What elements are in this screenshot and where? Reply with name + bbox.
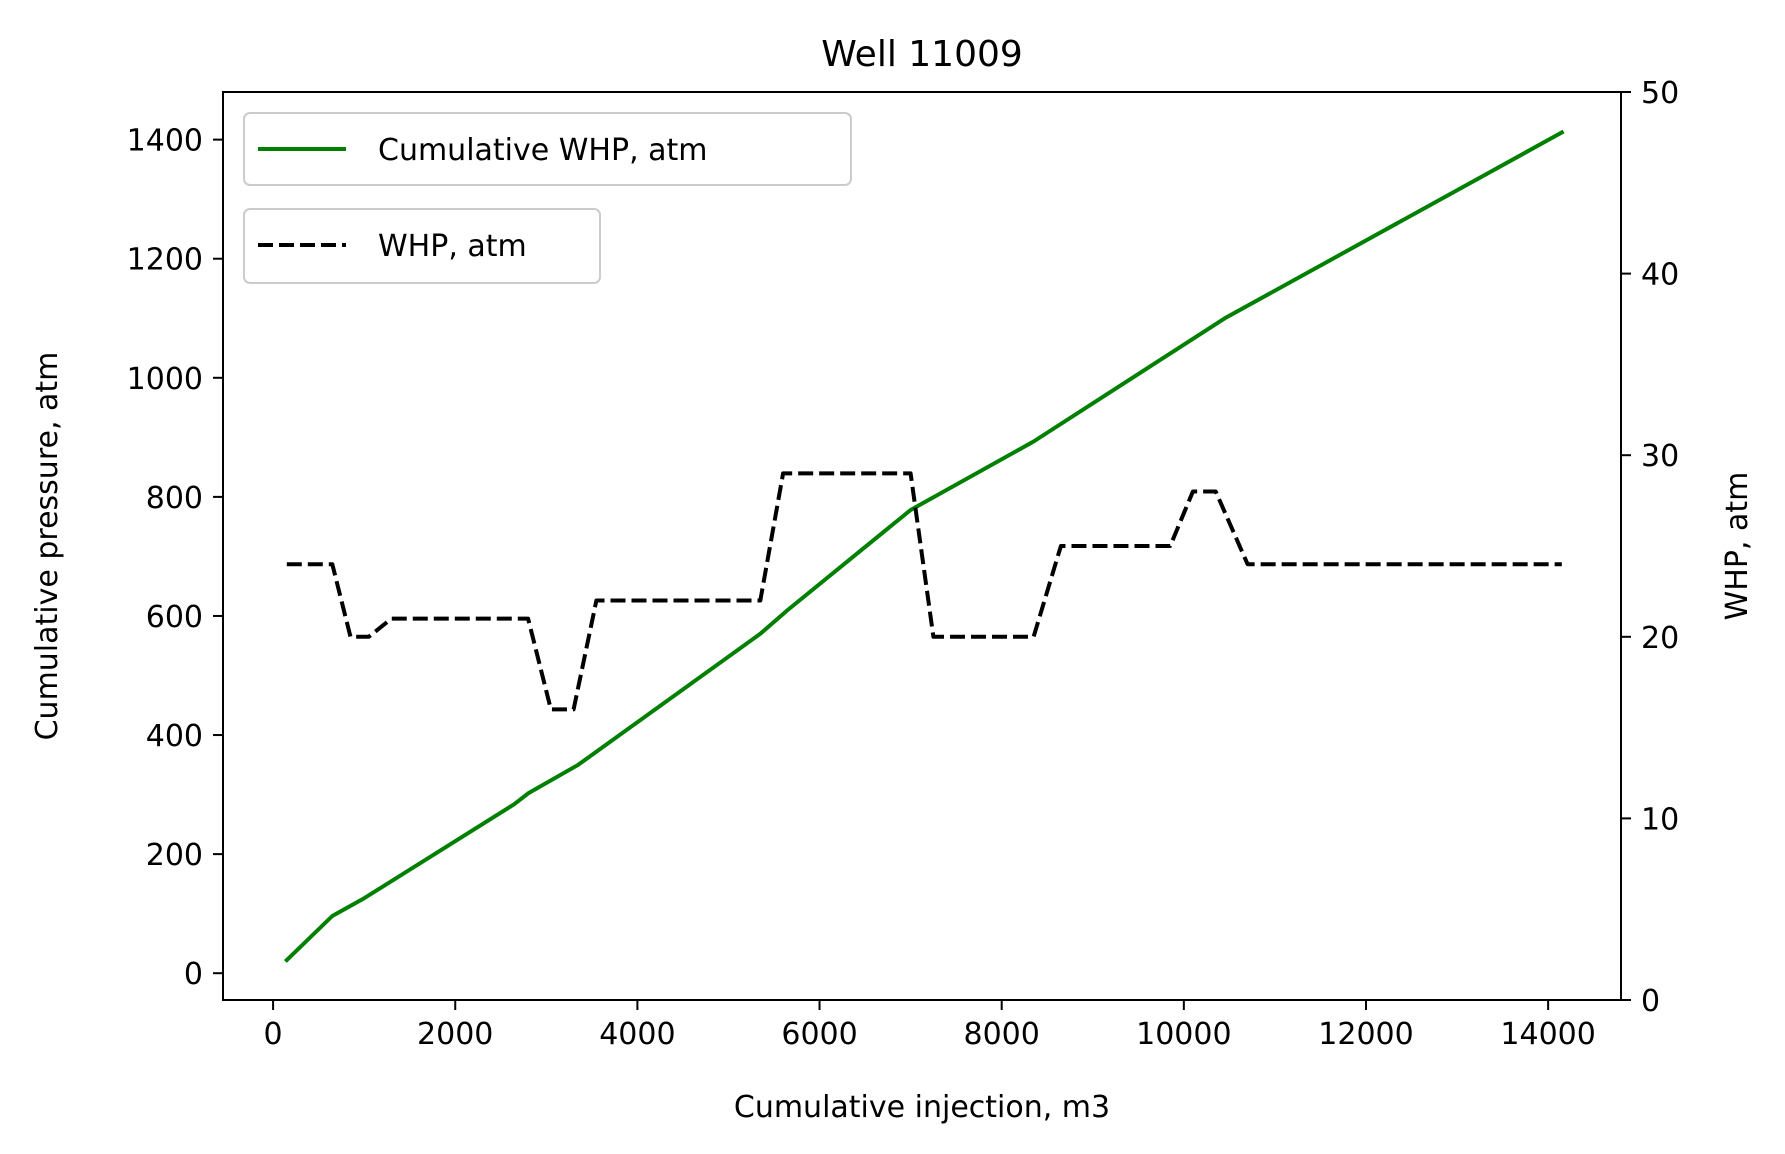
legend: Cumulative WHP, atm WHP, atm [243, 112, 852, 284]
x-tick-label: 12000 [1318, 1017, 1413, 1052]
y-tick-label: 1400 [127, 124, 203, 159]
y-tick-label: 1000 [127, 362, 203, 397]
y2-axis-label: WHP, atm [1720, 472, 1755, 621]
y2-tick-label: 40 [1641, 258, 1679, 293]
y-axis-right: 0 10 20 30 40 50 [1621, 76, 1679, 1019]
x-tick-label: 14000 [1500, 1017, 1595, 1052]
plot-frame [222, 91, 1622, 1001]
x-tick-label: 0 [264, 1017, 283, 1052]
y-tick-label: 200 [146, 838, 203, 873]
x-tick-label: 6000 [781, 1017, 857, 1052]
y-axis-left: 0 200 400 600 800 1000 1200 1400 [127, 124, 223, 992]
y2-tick-label: 0 [1641, 984, 1660, 1019]
y2-tick-label: 20 [1641, 621, 1679, 656]
x-tick-label: 2000 [417, 1017, 493, 1052]
chart-title: Well 11009 [821, 34, 1023, 75]
x-tick-label: 4000 [599, 1017, 675, 1052]
y-tick-label: 1200 [127, 243, 203, 278]
x-tick-label: 8000 [964, 1017, 1040, 1052]
y2-tick-label: 10 [1641, 802, 1679, 837]
y-tick-label: 800 [146, 481, 203, 516]
y-axis-label: Cumulative pressure, atm [30, 352, 65, 741]
plot-area [283, 129, 1565, 963]
y2-tick-label: 50 [1641, 76, 1679, 111]
y-tick-label: 0 [184, 957, 203, 992]
legend-box-cumulative [243, 112, 852, 186]
series-line-whp [286, 471, 1562, 712]
y-tick-label: 400 [146, 719, 203, 754]
x-axis: 0 2000 4000 6000 8000 10000 12000 14000 [264, 1000, 1596, 1052]
x-tick-label: 10000 [1136, 1017, 1231, 1052]
x-axis-label: Cumulative injection, m3 [734, 1090, 1110, 1125]
legend-box-whp [243, 208, 601, 284]
y2-tick-label: 30 [1641, 439, 1679, 474]
y-tick-label: 600 [146, 600, 203, 635]
series-line-cumulative-whp [283, 129, 1565, 963]
legend-label-whp: WHP, atm [378, 229, 527, 264]
legend-label-cumulative-whp: Cumulative WHP, atm [378, 133, 708, 168]
